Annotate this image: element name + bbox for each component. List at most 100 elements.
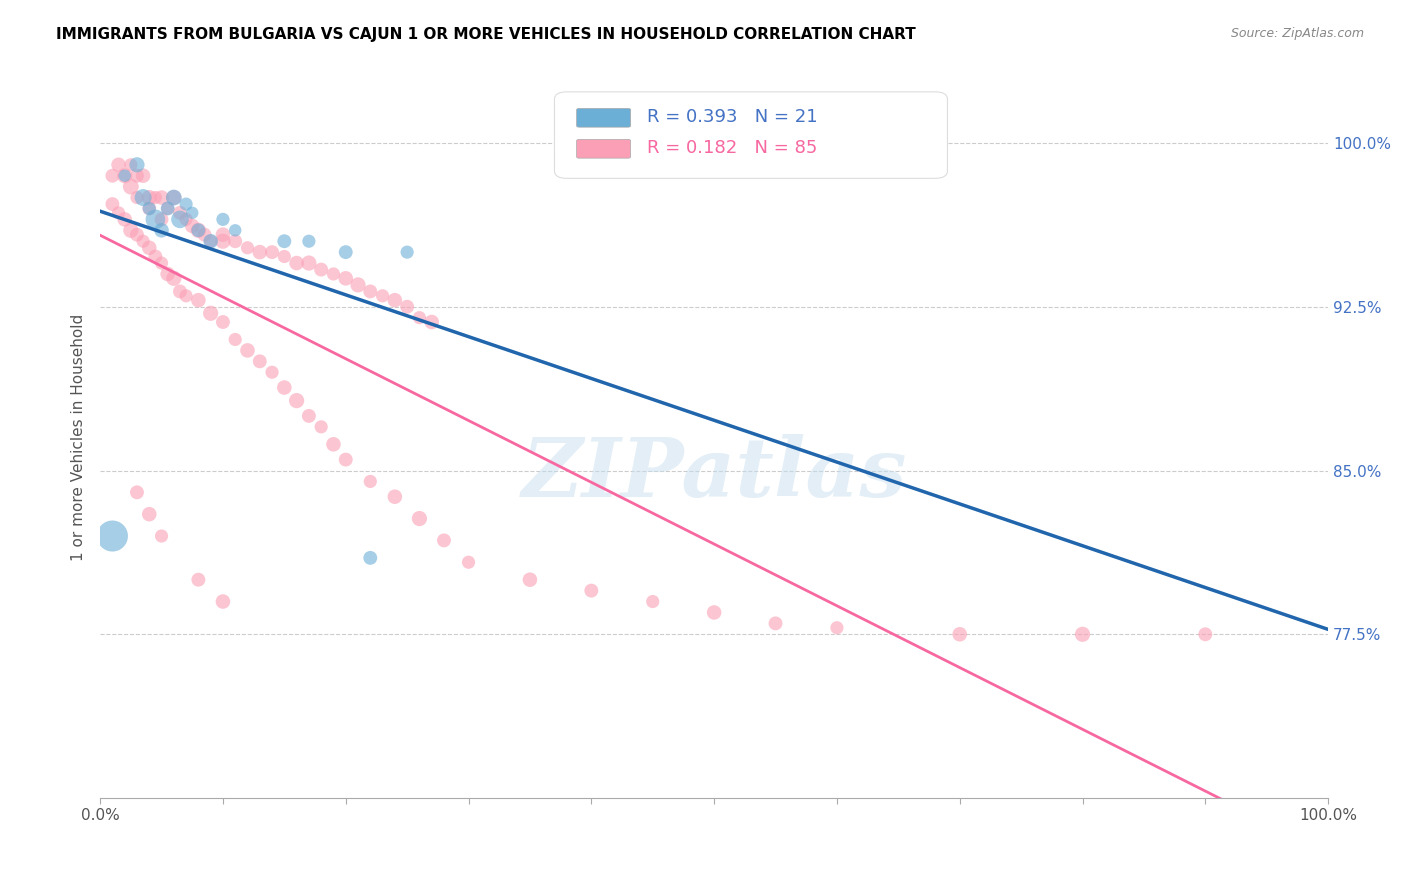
Point <box>335 271 357 285</box>
Point <box>408 511 430 525</box>
FancyBboxPatch shape <box>576 109 631 128</box>
Point <box>224 333 246 347</box>
Point <box>322 437 344 451</box>
Point <box>285 393 308 408</box>
Point <box>408 310 430 325</box>
Point <box>273 250 295 264</box>
Point <box>101 529 124 543</box>
Point <box>298 256 321 270</box>
Point <box>163 190 186 204</box>
Point <box>285 256 308 270</box>
Point <box>212 212 235 227</box>
Point <box>132 190 155 204</box>
Point <box>150 190 173 204</box>
Y-axis label: 1 or more Vehicles in Household: 1 or more Vehicles in Household <box>72 314 86 561</box>
Point <box>273 380 295 394</box>
Point <box>703 606 725 620</box>
Point <box>132 234 155 248</box>
Point <box>174 197 197 211</box>
Point <box>212 315 235 329</box>
Point <box>187 223 209 237</box>
Point <box>187 293 209 308</box>
Point <box>581 583 603 598</box>
Point <box>169 206 191 220</box>
Point <box>260 365 283 379</box>
Point <box>224 234 246 248</box>
Point <box>420 315 443 329</box>
Point <box>107 206 129 220</box>
Point <box>114 169 136 183</box>
Point <box>138 202 160 216</box>
Text: ZIPatlas: ZIPatlas <box>522 434 907 514</box>
Point <box>107 158 129 172</box>
Point <box>101 197 124 211</box>
Point <box>298 234 321 248</box>
Text: R = 0.393   N = 21: R = 0.393 N = 21 <box>647 108 817 126</box>
Point <box>163 271 186 285</box>
Point <box>335 245 357 260</box>
Point <box>200 234 222 248</box>
Point <box>138 507 160 521</box>
Point <box>396 245 419 260</box>
Point <box>641 594 664 608</box>
Point <box>174 289 197 303</box>
Point <box>138 241 160 255</box>
Point <box>156 202 179 216</box>
Point <box>359 550 381 565</box>
Point <box>200 306 222 320</box>
Point <box>163 190 186 204</box>
Point <box>371 289 394 303</box>
Point <box>169 212 191 227</box>
Text: Source: ZipAtlas.com: Source: ZipAtlas.com <box>1230 27 1364 40</box>
Point <box>236 343 259 358</box>
Point <box>457 555 479 569</box>
Point <box>359 285 381 299</box>
Point <box>132 169 155 183</box>
Point <box>150 256 173 270</box>
Point <box>1071 627 1094 641</box>
Point <box>120 179 142 194</box>
FancyBboxPatch shape <box>554 92 948 178</box>
Point <box>765 616 787 631</box>
Text: IMMIGRANTS FROM BULGARIA VS CAJUN 1 OR MORE VEHICLES IN HOUSEHOLD CORRELATION CH: IMMIGRANTS FROM BULGARIA VS CAJUN 1 OR M… <box>56 27 915 42</box>
Point <box>145 250 167 264</box>
Point <box>114 169 136 183</box>
Point <box>101 169 124 183</box>
Point <box>249 245 271 260</box>
Point <box>150 212 173 227</box>
Point <box>212 234 235 248</box>
Point <box>174 212 197 227</box>
Point <box>150 529 173 543</box>
Point <box>249 354 271 368</box>
Point <box>236 241 259 255</box>
Point <box>433 533 456 548</box>
Point <box>145 212 167 227</box>
Point <box>125 227 148 242</box>
Point <box>181 206 204 220</box>
Point <box>359 475 381 489</box>
Point <box>120 158 142 172</box>
Point <box>169 285 191 299</box>
Point <box>298 409 321 423</box>
Point <box>120 223 142 237</box>
Point <box>200 234 222 248</box>
Point <box>519 573 541 587</box>
Point <box>260 245 283 260</box>
Point <box>212 594 235 608</box>
Point <box>384 293 406 308</box>
Point <box>187 223 209 237</box>
Text: R = 0.182   N = 85: R = 0.182 N = 85 <box>647 139 817 157</box>
Point <box>181 219 204 233</box>
Point <box>125 169 148 183</box>
Point <box>396 300 419 314</box>
Point <box>187 573 209 587</box>
Point <box>335 452 357 467</box>
Point <box>1194 627 1216 641</box>
Point <box>125 158 148 172</box>
Point <box>212 227 235 242</box>
Point <box>309 262 332 277</box>
Point <box>309 420 332 434</box>
Point <box>156 267 179 281</box>
Point <box>114 212 136 227</box>
FancyBboxPatch shape <box>576 139 631 158</box>
